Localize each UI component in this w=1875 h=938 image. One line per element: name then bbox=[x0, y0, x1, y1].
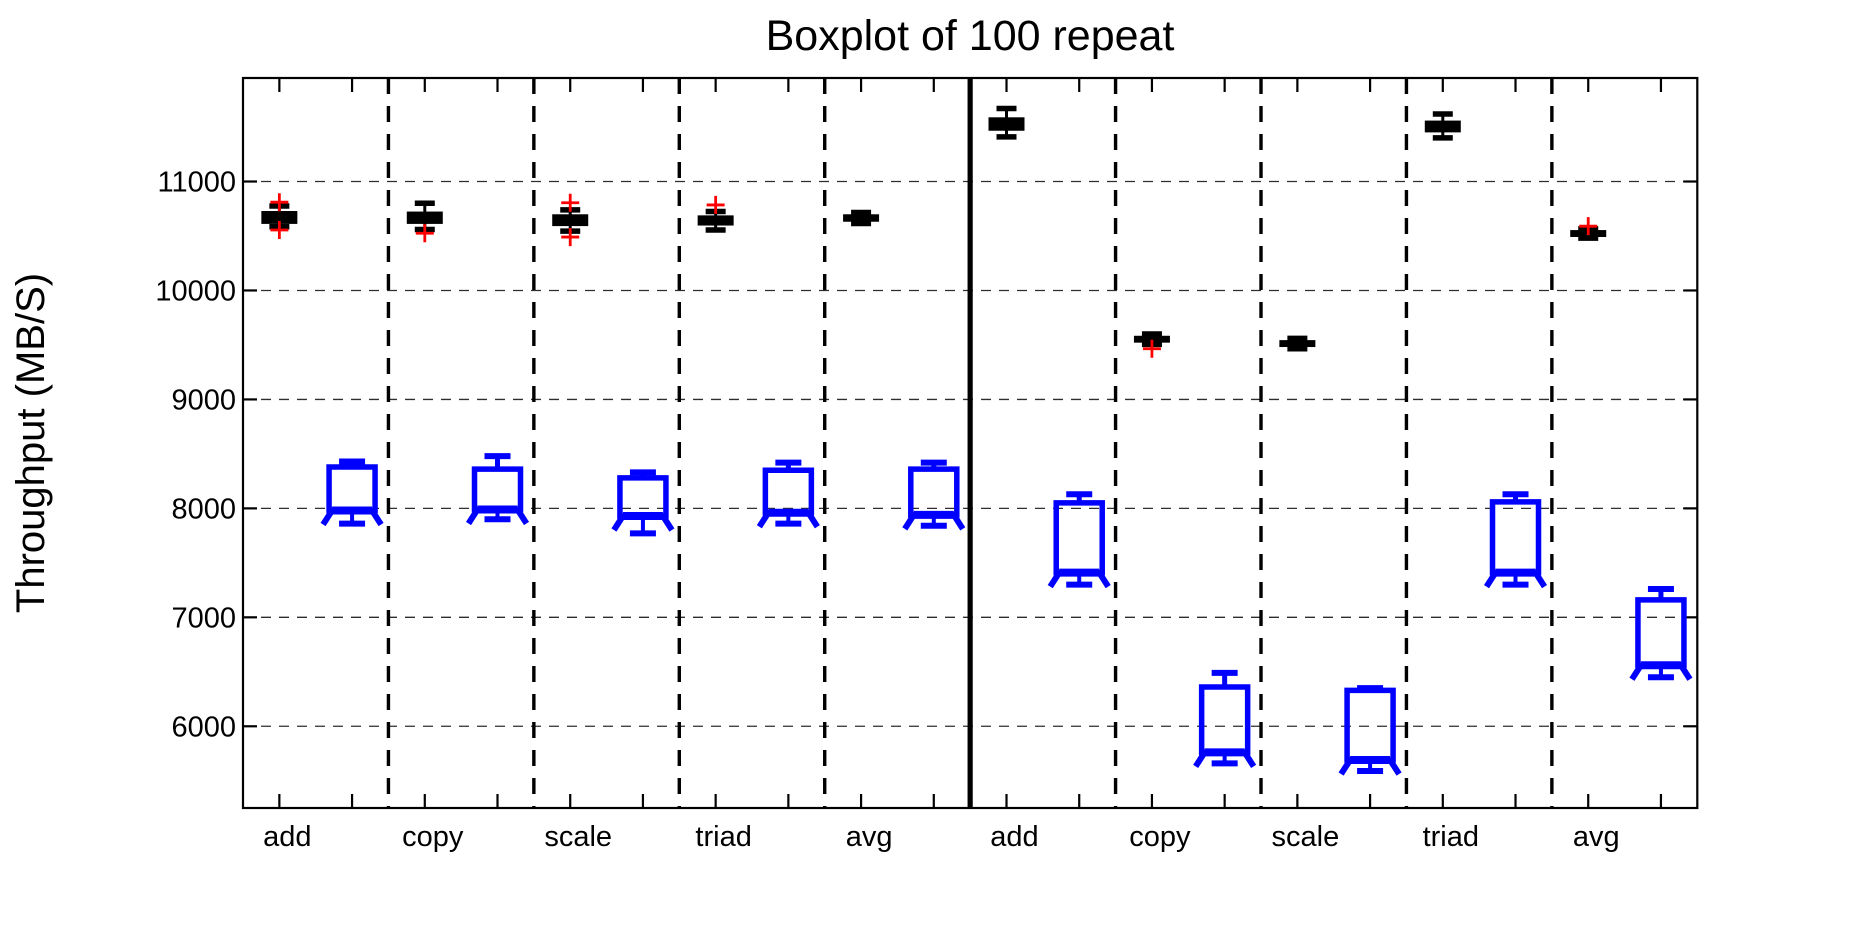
notch-wing-left bbox=[1483, 571, 1499, 589]
notch-wing-right bbox=[1532, 571, 1548, 589]
notch-wing-right bbox=[660, 514, 675, 532]
x-tick-label-group-1-scale: scale bbox=[544, 821, 612, 853]
box bbox=[762, 467, 815, 516]
notch-wing-right bbox=[514, 507, 530, 526]
upper-boxplot-group-2-add bbox=[988, 105, 1025, 140]
box bbox=[471, 466, 524, 513]
lower-boxplot-group-2-add bbox=[1047, 491, 1111, 589]
y-tick-label-7000: 7000 bbox=[171, 602, 236, 634]
outlier-marker bbox=[706, 195, 725, 214]
plot-border bbox=[241, 76, 1699, 810]
chart-title: Boxplot of 100 repeat bbox=[766, 12, 1175, 60]
box bbox=[406, 211, 443, 224]
box bbox=[1424, 120, 1461, 133]
upper-boxplot-group-1-avg bbox=[843, 209, 880, 227]
notch-wing-left bbox=[1047, 571, 1062, 589]
notch-wing-left bbox=[902, 513, 917, 531]
box bbox=[843, 214, 880, 222]
x-tick-label-group-1-add: add bbox=[263, 821, 311, 853]
upper-boxplot-group-2-scale bbox=[1279, 335, 1316, 352]
upper-boxplot-group-1-triad bbox=[697, 208, 734, 233]
outlier-marker bbox=[415, 224, 434, 243]
lower-boxplot-group-1-copy bbox=[465, 453, 530, 526]
notch-wing-left bbox=[1629, 663, 1644, 681]
upper-boxplot-group-1-scale bbox=[552, 207, 589, 234]
notch-wing-left bbox=[1193, 750, 1208, 769]
x-tick-label-group-1-triad: triad bbox=[695, 821, 751, 853]
notch-wing-left bbox=[465, 507, 481, 526]
x-tick-label-group-2-add: add bbox=[990, 821, 1038, 853]
notch-wing-right bbox=[805, 511, 820, 529]
outlier-marker bbox=[1142, 339, 1161, 358]
lower-boxplot-group-2-copy bbox=[1193, 669, 1257, 769]
lower-boxplot-group-1-avg bbox=[902, 459, 966, 531]
x-tick-label-group-1-copy: copy bbox=[402, 821, 464, 853]
y-tick-label-9000: 9000 bbox=[171, 384, 236, 416]
x-tick-label-group-1-avg: avg bbox=[846, 821, 893, 853]
lower-boxplot-group-2-triad bbox=[1483, 491, 1548, 589]
notch-wing-right bbox=[951, 513, 966, 531]
lower-boxplot-group-2-avg bbox=[1629, 586, 1693, 681]
x-tick-label-group-2-copy: copy bbox=[1129, 821, 1191, 853]
box bbox=[1198, 684, 1251, 756]
notch-wing-right bbox=[1678, 663, 1693, 681]
notch-wing-right bbox=[1387, 758, 1402, 776]
x-tick-label-group-2-triad: triad bbox=[1423, 821, 1479, 853]
notch-wing-left bbox=[611, 514, 626, 532]
box bbox=[326, 464, 378, 514]
lower-boxplot-group-1-scale bbox=[611, 469, 675, 537]
x-tick-label-group-2-avg: avg bbox=[1573, 821, 1620, 853]
lower-boxplot-group-1-triad bbox=[756, 459, 820, 529]
notch-wing-left bbox=[1338, 758, 1353, 776]
x-tick-label-group-2-scale: scale bbox=[1272, 821, 1340, 853]
notch-wing-right bbox=[1242, 750, 1257, 769]
outlier-marker bbox=[270, 220, 289, 239]
outlier-marker bbox=[561, 228, 580, 247]
plot-area: 6000 7000 8000 9000 10000 11000 add copy scale tr… bbox=[155, 76, 1699, 853]
notch-wing-right bbox=[369, 508, 384, 527]
lower-boxplot-group-2-scale bbox=[1338, 685, 1402, 776]
box bbox=[1635, 597, 1687, 669]
box bbox=[988, 117, 1025, 131]
y-tick-label-11000: 11000 bbox=[158, 167, 237, 199]
outlier-marker bbox=[270, 193, 289, 212]
outlier-marker bbox=[561, 193, 580, 212]
y-tick-label-6000: 6000 bbox=[171, 711, 236, 743]
box bbox=[1279, 340, 1316, 348]
box bbox=[1489, 499, 1542, 576]
y-tick-label-8000: 8000 bbox=[171, 493, 236, 525]
y-axis-label: Throughput (MB/S) bbox=[9, 273, 53, 613]
upper-boxplot-group-2-triad bbox=[1424, 111, 1461, 141]
notch-wing-left bbox=[756, 511, 771, 529]
outlier-marker bbox=[1579, 217, 1598, 236]
box bbox=[1344, 687, 1396, 763]
box bbox=[697, 215, 734, 226]
notch-wing-right bbox=[1096, 571, 1111, 589]
box bbox=[1053, 500, 1105, 576]
notch-wing-left bbox=[320, 508, 335, 527]
box bbox=[617, 475, 669, 519]
box bbox=[552, 214, 589, 227]
lower-boxplot-group-1-add bbox=[320, 458, 384, 527]
y-tick-label-10000: 10000 bbox=[155, 275, 236, 307]
